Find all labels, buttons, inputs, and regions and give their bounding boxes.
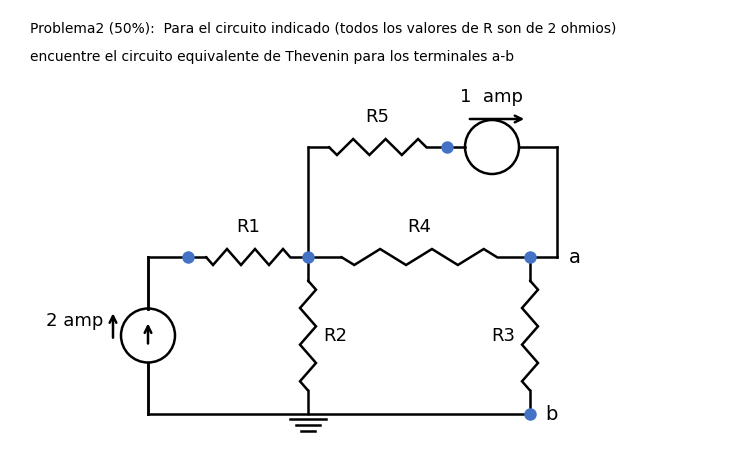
Text: R1: R1 [236,218,260,236]
Text: a: a [569,248,581,267]
Text: 2 amp: 2 amp [46,312,103,330]
Text: R2: R2 [323,327,347,345]
Text: Problema2 (50%):  Para el circuito indicado (todos los valores de R son de 2 ohm: Problema2 (50%): Para el circuito indica… [30,22,617,36]
Text: R4: R4 [407,218,431,236]
Text: R5: R5 [366,108,390,126]
Text: R3: R3 [491,327,515,345]
Text: encuentre el circuito equivalente de Thevenin para los terminales a-b: encuentre el circuito equivalente de The… [30,50,514,64]
Text: 1  amp: 1 amp [460,88,523,106]
Text: b: b [545,405,557,424]
